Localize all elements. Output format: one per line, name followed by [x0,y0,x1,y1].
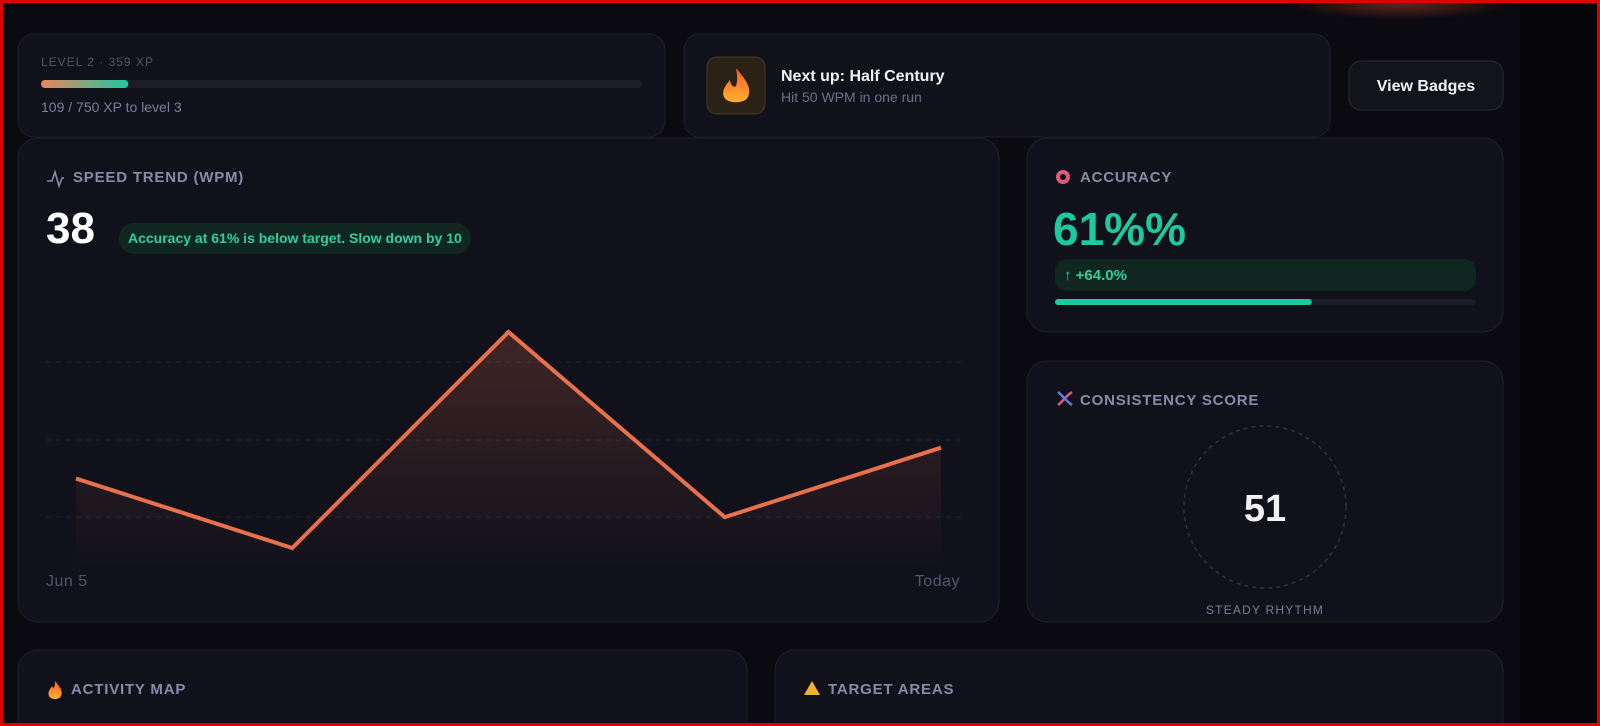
change-pill [1055,259,1476,291]
next-badge-title: Next up: Half Century [781,68,945,85]
view-badges-button[interactable] [1348,60,1504,111]
consistency-caption: STEADY RHYTHM [1206,603,1324,617]
dna-icon [1057,391,1073,407]
activity-card [17,649,748,726]
side-strip [1520,0,1600,726]
x-label: Jun 5 [46,573,88,590]
fire-icon-small [48,681,62,699]
xp-track [41,80,642,88]
accuracy-change: ↑ +64.0% [1064,267,1127,284]
accuracy-fill [1055,299,1312,305]
trend-line [75,329,942,551]
consistency-card [1026,360,1504,623]
consistency-score: 51 [1244,488,1286,530]
glow [1290,0,1510,20]
tip-text: Accuracy at 61% is below target. Slow do… [128,230,462,246]
xp-progress: 109 / 750 XP to level 3 [41,99,182,115]
next-badge-card [683,33,1331,138]
view-badges-label[interactable]: View Badges [1377,78,1476,95]
next-badge-subtitle: Hit 50 WPM in one run [781,89,922,105]
score-ring [1183,425,1347,589]
accuracy-title: ACCURACY [1080,169,1172,186]
targets-title: TARGET AREAS [828,681,954,698]
fire-icon [723,68,750,103]
xp-fill [41,80,129,88]
accuracy-value: 61%% [1053,203,1186,255]
current-wpm: 38 [46,204,95,253]
x-label: Today [915,573,960,590]
warning-icon [804,681,820,695]
level-label: LEVEL 2 · 359 XP [41,55,154,69]
activity-title: ACTIVITY MAP [71,681,186,698]
targets-card [774,649,1504,726]
trend-area [76,332,941,568]
speed-title: SPEED TREND (WPM) [73,169,244,186]
tip-pill [119,223,471,254]
badge-icon-box [706,56,766,115]
pulse-icon [47,169,64,189]
target-icon-inner [1060,174,1066,180]
consistency-title: CONSISTENCY SCORE [1080,392,1259,409]
